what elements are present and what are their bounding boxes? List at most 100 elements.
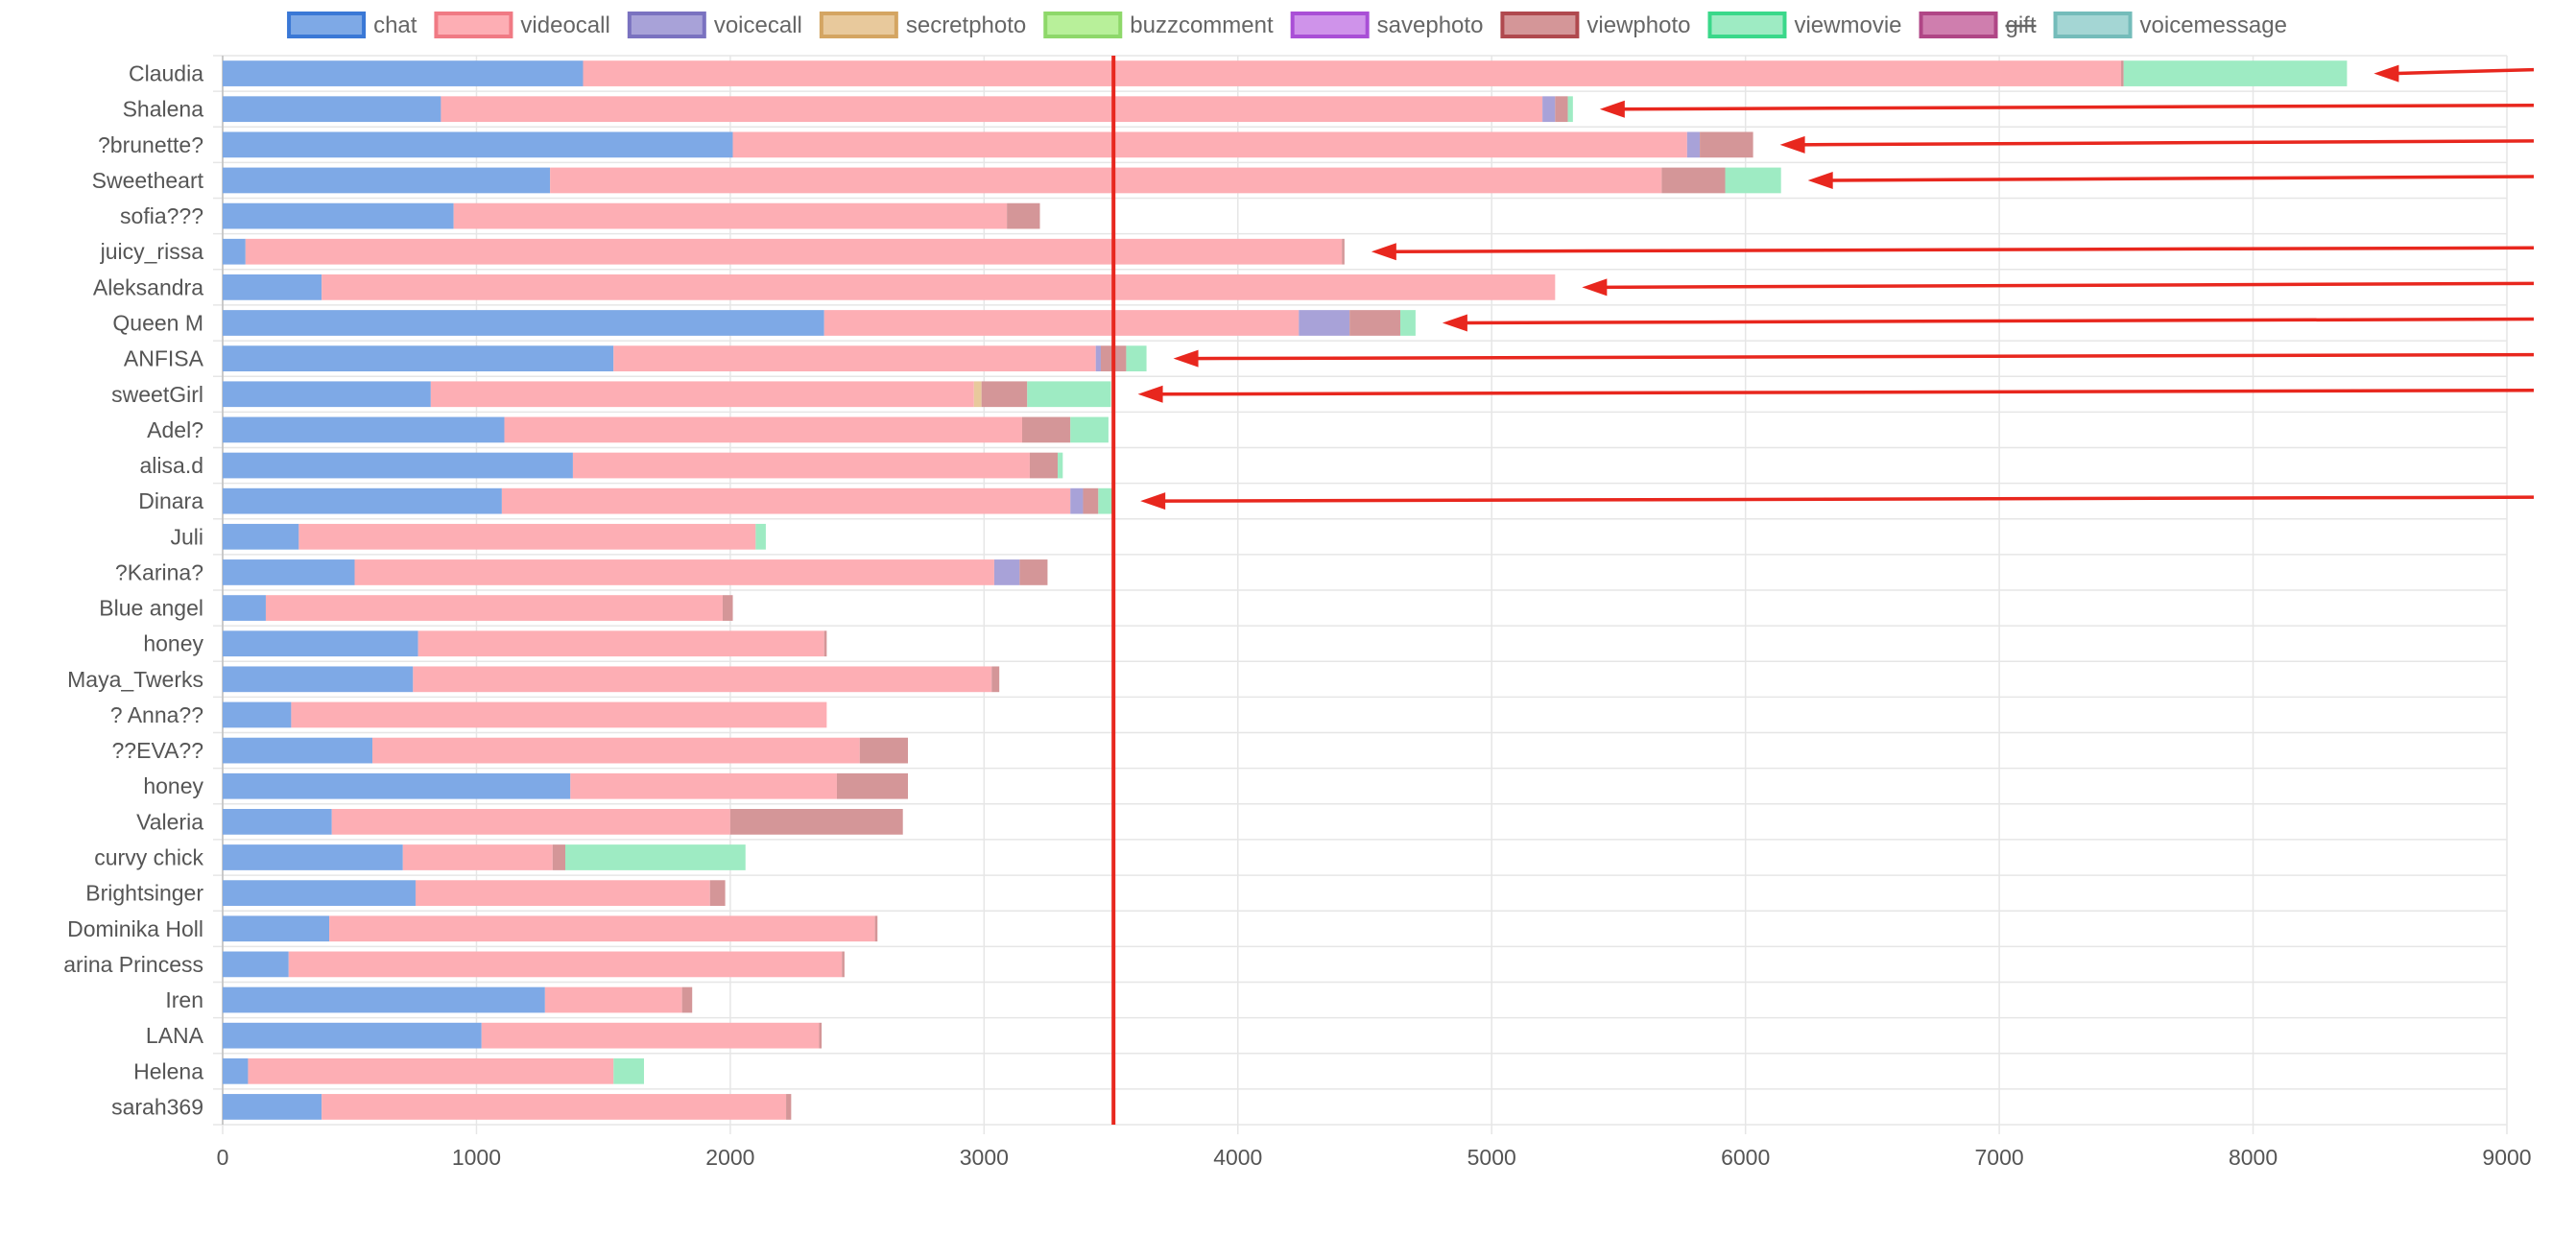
category-label: Dinara: [138, 488, 203, 513]
bar-chat: [223, 701, 292, 728]
annotation-arrow: [2373, 64, 2535, 83]
bar-chat: [223, 167, 551, 194]
bar-chat: [223, 951, 289, 978]
bar-viewphoto: [722, 595, 733, 621]
bar-viewphoto: [836, 772, 908, 799]
bar-chat: [223, 238, 246, 265]
x-tick-label: 0: [217, 1145, 229, 1170]
bar-chat: [223, 310, 824, 336]
category-label: Maya_Twerks: [67, 667, 203, 692]
bar-viewmovie: [1098, 487, 1114, 514]
legend-swatch: [1707, 12, 1787, 38]
legend-item-viewmovie[interactable]: viewmovie: [1707, 12, 1902, 38]
legend-item-secretphoto[interactable]: secretphoto: [819, 12, 1026, 38]
annotation-arrow: [1779, 135, 2535, 154]
bar-videocall: [453, 202, 1008, 229]
bar-videocall: [322, 1094, 787, 1120]
labels-layer: 0 1000 2000 3000 4000 5000 6000 7000 8000 9000 Cla…: [63, 61, 2531, 1170]
category-label: ?brunette?: [98, 132, 203, 157]
bar-chat: [223, 1022, 482, 1049]
bar-voicecall: [1070, 487, 1084, 514]
bar-chat: [223, 96, 441, 123]
bar-videocall: [481, 1022, 820, 1049]
bar-videocall: [291, 701, 827, 728]
legend-item-videocall[interactable]: videocall: [434, 12, 610, 38]
x-tick-label: 1000: [452, 1145, 501, 1170]
annotation-arrow: [1371, 243, 2535, 261]
category-label: sofia???: [120, 203, 203, 228]
legend-item-voicemessage[interactable]: voicemessage: [2053, 12, 2287, 38]
category-label: Helena: [133, 1058, 203, 1083]
category-label: honey: [143, 631, 203, 656]
category-label: sweetGirl: [111, 382, 203, 407]
category-label: Valeria: [136, 809, 203, 834]
bar-videocall: [265, 595, 723, 621]
legend-label: voicemessage: [2140, 12, 2287, 38]
bar-chat: [223, 487, 502, 514]
legend-label: chat: [373, 12, 417, 38]
bar-chat: [223, 523, 299, 550]
legend-item-gift[interactable]: gift: [1919, 12, 2037, 38]
bar-chat: [223, 452, 573, 479]
category-label: Adel?: [147, 417, 203, 442]
category-label: Juli: [170, 524, 203, 549]
bar-videocall: [430, 381, 974, 408]
bar-videocall: [501, 487, 1071, 514]
annotation-layer: [1111, 56, 2535, 1125]
legend-item-chat[interactable]: chat: [287, 12, 417, 38]
bar-chat: [223, 737, 373, 764]
x-tick-label: 5000: [1467, 1145, 1516, 1170]
bars-layer: [223, 60, 2348, 1120]
category-label: Shalena: [123, 97, 204, 122]
bar-voicecall: [1542, 96, 1556, 123]
bar-chat: [223, 1057, 249, 1084]
legend-swatch: [1290, 12, 1370, 38]
bar-videocall: [322, 273, 1556, 300]
bar-chat: [223, 416, 505, 443]
bar-chat: [223, 60, 584, 86]
bar-viewmovie: [565, 844, 746, 870]
bar-videocall: [823, 310, 1300, 336]
bar-videocall: [441, 96, 1543, 123]
category-label: Claudia: [129, 61, 203, 86]
bar-chat: [223, 131, 733, 158]
bar-voicecall: [1095, 345, 1101, 372]
bar-viewphoto: [1555, 96, 1568, 123]
bar-secretphoto: [973, 381, 982, 408]
bar-viewmovie: [1126, 345, 1147, 372]
bar-viewphoto: [1022, 416, 1071, 443]
category-label: alisa.d: [140, 453, 203, 478]
bar-viewphoto: [681, 986, 693, 1013]
category-label: honey: [143, 773, 203, 798]
bar-chat: [223, 772, 571, 799]
bar-viewphoto: [1083, 487, 1099, 514]
category-label: Dominika Holl: [67, 916, 203, 941]
bar-viewphoto: [823, 630, 827, 657]
category-label: Iren: [165, 987, 203, 1012]
legend-item-viewphoto[interactable]: viewphoto: [1500, 12, 1690, 38]
bar-chat: [223, 595, 266, 621]
x-tick-label: 3000: [960, 1145, 1009, 1170]
legend-swatch: [1043, 12, 1123, 38]
bar-chat: [223, 1094, 322, 1120]
bar-chat: [223, 345, 614, 372]
bar-viewphoto: [859, 737, 908, 764]
bar-viewphoto: [842, 951, 845, 978]
category-label: juicy_rissa: [100, 239, 204, 264]
bar-videocall: [331, 808, 730, 835]
legend-item-buzzcomment[interactable]: buzzcomment: [1043, 12, 1274, 38]
legend-label: viewphoto: [1586, 12, 1690, 38]
bar-viewmovie: [1027, 381, 1111, 408]
bar-viewphoto: [729, 808, 903, 835]
legend-item-savephoto[interactable]: savephoto: [1290, 12, 1484, 38]
bar-videocall: [613, 345, 1096, 372]
category-label: Sweetheart: [92, 168, 204, 193]
bar-videocall: [245, 238, 1343, 265]
annotation-arrow: [1442, 314, 2535, 332]
x-tick-label: 9000: [2482, 1145, 2531, 1170]
legend-item-voicecall[interactable]: voicecall: [627, 12, 802, 38]
bar-viewphoto: [981, 381, 1028, 408]
bar-videocall: [583, 60, 2122, 86]
category-label: LANA: [146, 1023, 204, 1048]
legend-label: viewmovie: [1794, 12, 1901, 38]
